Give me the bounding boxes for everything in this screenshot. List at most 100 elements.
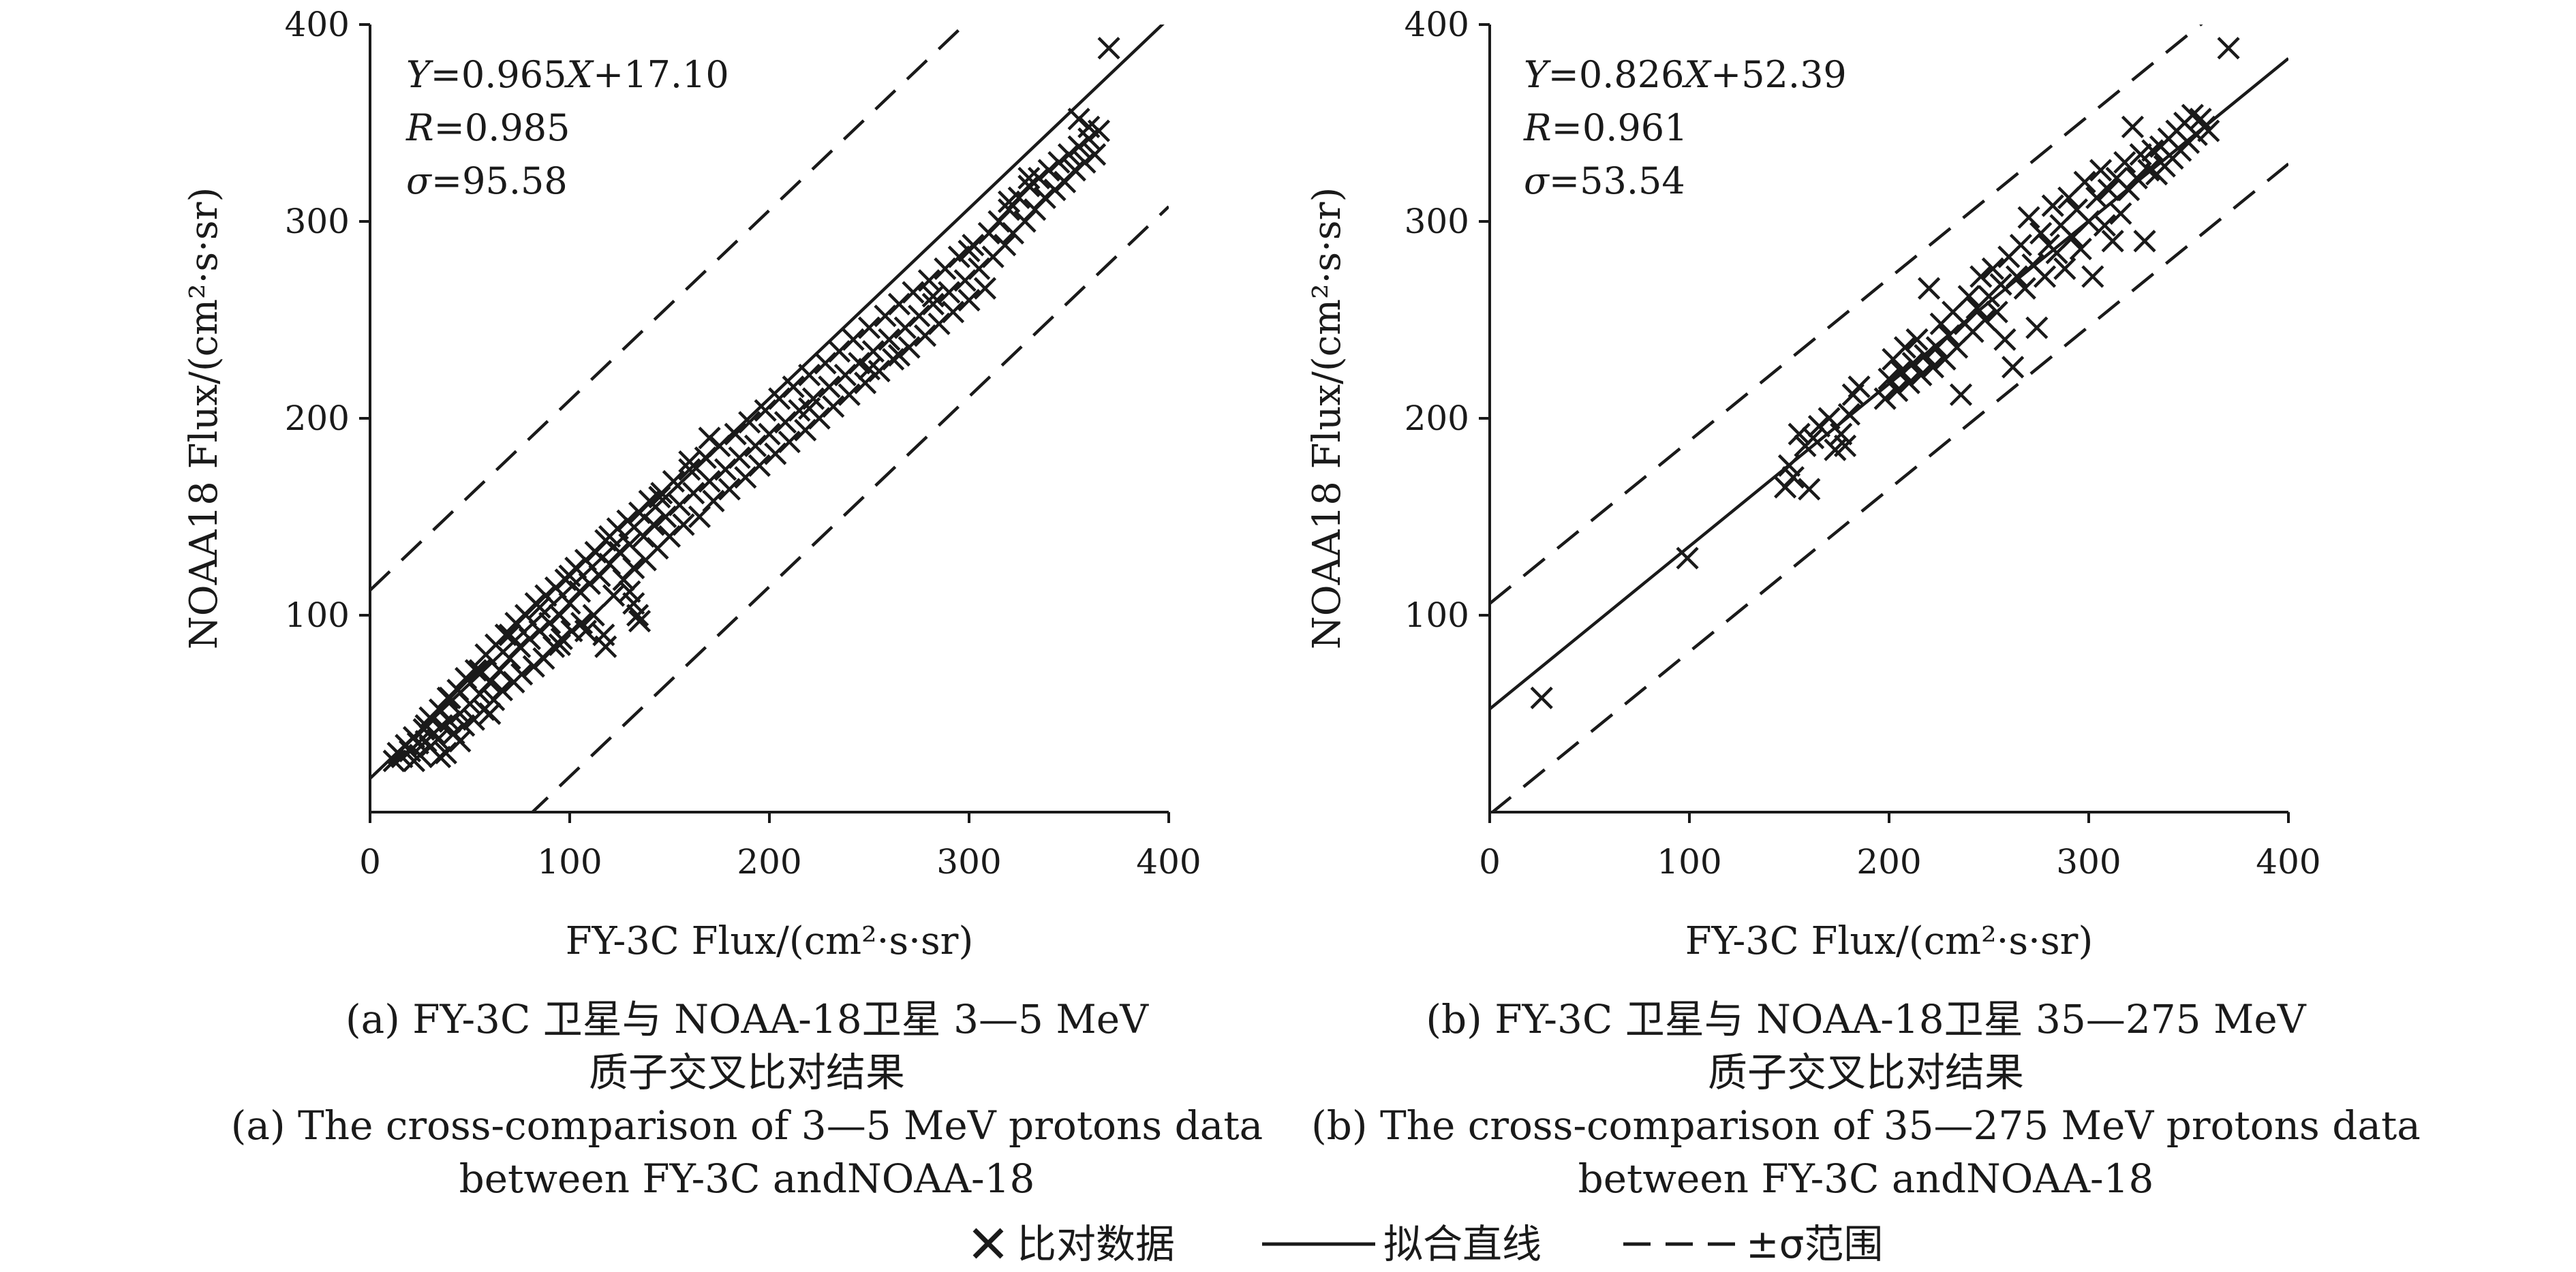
panel-b-axes (1479, 23, 2290, 823)
panel-b-eq-intercept: +52.39 (1711, 53, 1847, 96)
panel-b-data-point (1788, 422, 1811, 446)
panel-a-r-sym: R (405, 106, 434, 149)
panel-a-x-tick-label: 0 (359, 842, 381, 882)
panel-a-data-point (498, 623, 521, 647)
panel-b-data-point (2133, 230, 2156, 253)
panel-a-tick-labels: 0 100 200 300 400 100 200 300 400 (285, 5, 1201, 882)
panel-b-data-point (1993, 328, 2017, 351)
panel-b-data-point (2121, 115, 2145, 138)
panel-a-data-point (510, 663, 534, 686)
panel-a-data-point (548, 633, 571, 656)
panel-b-equation: Y=0.826X+52.39 (1524, 53, 1847, 96)
panel-a-data-point (622, 557, 645, 580)
panel-b-data-point (2033, 265, 2057, 288)
panel-b-sigma-val: =53.54 (1549, 159, 1685, 202)
panel-b-data-point (1981, 257, 2004, 280)
panel-a-data-point (857, 316, 881, 339)
panel-a-data-point (628, 610, 651, 633)
panel-b-data-point (1985, 300, 2008, 324)
panel-b-data-point (2101, 230, 2124, 253)
panel-a-data-point (902, 281, 925, 304)
panel-b-x-tick-label: 100 (1657, 842, 1721, 882)
panel-a-data-point (582, 604, 605, 627)
panel-b-data-point (1847, 375, 1871, 399)
panel-b-data-point (2125, 166, 2148, 190)
legend: 比对数据 拟合直线 ±σ范围 (972, 1221, 1883, 1267)
panel-b-data-point (2029, 221, 2053, 245)
panel-a-data-point (748, 454, 771, 477)
panel-b-data-point (2053, 257, 2076, 280)
panel-b-y-tick-label: 100 (1405, 595, 1469, 635)
panel-a-x-tick-label: 400 (1136, 842, 1201, 882)
panel-b-data-point (1877, 367, 1901, 390)
panel-b-data-point (2113, 151, 2136, 174)
panel-b-data-point (1974, 308, 1997, 332)
panel-a-y-axis-label: NOAA18 Flux/(cm²·s·sr) (182, 187, 226, 650)
panel-a-data-point (478, 702, 502, 726)
panel-b-data-point (2217, 37, 2240, 60)
panel-b-caption-line-4: between FY-3C andNOAA-18 (1578, 1155, 2154, 1202)
panel-a-data-point (438, 686, 461, 709)
panel-b-r-val: =0.961 (1552, 106, 1688, 149)
panel-b-data-point (1897, 371, 1920, 394)
legend-label-data: 比对数据 (1017, 1221, 1175, 1267)
panel-a-caption-line-1: (a) FY-3C 卫星与 NOAA-18卫星 3—5 MeV (346, 996, 1149, 1042)
panel-a-data-point (921, 292, 945, 315)
panel-a-data-point (402, 749, 426, 773)
panel-a-data-point (490, 679, 513, 702)
panel-b-tick-labels: 0 100 200 300 400 100 200 300 400 (1405, 5, 2321, 882)
panel-a-axes (359, 23, 1170, 823)
panel-a-data-point (921, 285, 945, 308)
panel-a-data-point (838, 383, 861, 406)
panel-b-data-point (1937, 324, 1961, 347)
panel-b-data-point (2097, 179, 2120, 202)
panel-a-data-point (598, 525, 622, 548)
panel-a-data-point (672, 513, 695, 536)
panel-b-data-point (1957, 285, 1980, 308)
panel-a-data-point (758, 422, 781, 446)
legend-label-fit: 拟合直线 (1383, 1221, 1542, 1267)
panel-a-data-point (678, 458, 701, 481)
panel-a-data-point (648, 486, 671, 509)
panel-a-data-point (622, 592, 645, 615)
panel-b-r-sym: R (1523, 106, 1552, 149)
panel-a-data-point (861, 340, 885, 363)
panel-a-x-tick-label: 200 (737, 842, 801, 882)
legend-item-sigma: ±σ范围 (1623, 1221, 1883, 1267)
panel-a-data-point (994, 234, 1017, 257)
panel-b-data-point (1873, 387, 1897, 410)
legend-item-data: 比对数据 (972, 1221, 1175, 1267)
panel-b-data-point (1833, 434, 1857, 458)
panel-a-eq-slope: =0.965 (431, 53, 567, 96)
panel-a-data-point (738, 411, 761, 434)
panel-b-data-point (2002, 356, 2025, 379)
panel-a-equation: Y=0.965X+17.10 (406, 53, 729, 96)
panel-a-sigma-sym: σ (406, 159, 433, 202)
panel-a-caption-line-3: (a) The cross-comparison of 3—5 MeV prot… (231, 1102, 1263, 1149)
panel-b-data-point (1777, 454, 1801, 477)
panel-a-data-point (618, 580, 641, 603)
panel-b-data-point (2117, 179, 2141, 202)
panel-b-caption-line-3: (b) The cross-comparison of 35—275 MeV p… (1311, 1102, 2421, 1149)
panel-b-data-point (2025, 316, 2049, 339)
panel-b-data-point (2197, 119, 2220, 142)
panel-b-data-point (1989, 273, 2012, 296)
panel-a-sigma: σ=95.58 (406, 159, 568, 202)
panel-a-eq-intercept: +17.10 (593, 53, 729, 96)
panel-a-data-point (698, 469, 721, 493)
panel-a-x-axis-label: FY-3C Flux/(cm²·s·sr) (566, 919, 974, 963)
panel-a-data-point (957, 289, 981, 312)
panel-b-data-point (2081, 265, 2104, 288)
panel-b-data-point (2109, 202, 2132, 226)
panel-b-data-point (1889, 360, 1913, 383)
panel-b-data-point (1530, 686, 1553, 709)
panel-a-data-point (998, 190, 1021, 213)
panel-b-data-point (1802, 426, 1825, 450)
panel-b-y-tick-label: 400 (1405, 5, 1469, 44)
panel-b-data-point (2069, 237, 2092, 261)
panel-a-data-point (626, 604, 649, 627)
panel-b-x-tick-label: 400 (2256, 842, 2320, 882)
panel-b-data-point (1910, 363, 1933, 387)
panel-b-x-axis-label: FY-3C Flux/(cm²·s·sr) (1685, 919, 2094, 963)
panel-b-data-point (1676, 546, 1699, 570)
